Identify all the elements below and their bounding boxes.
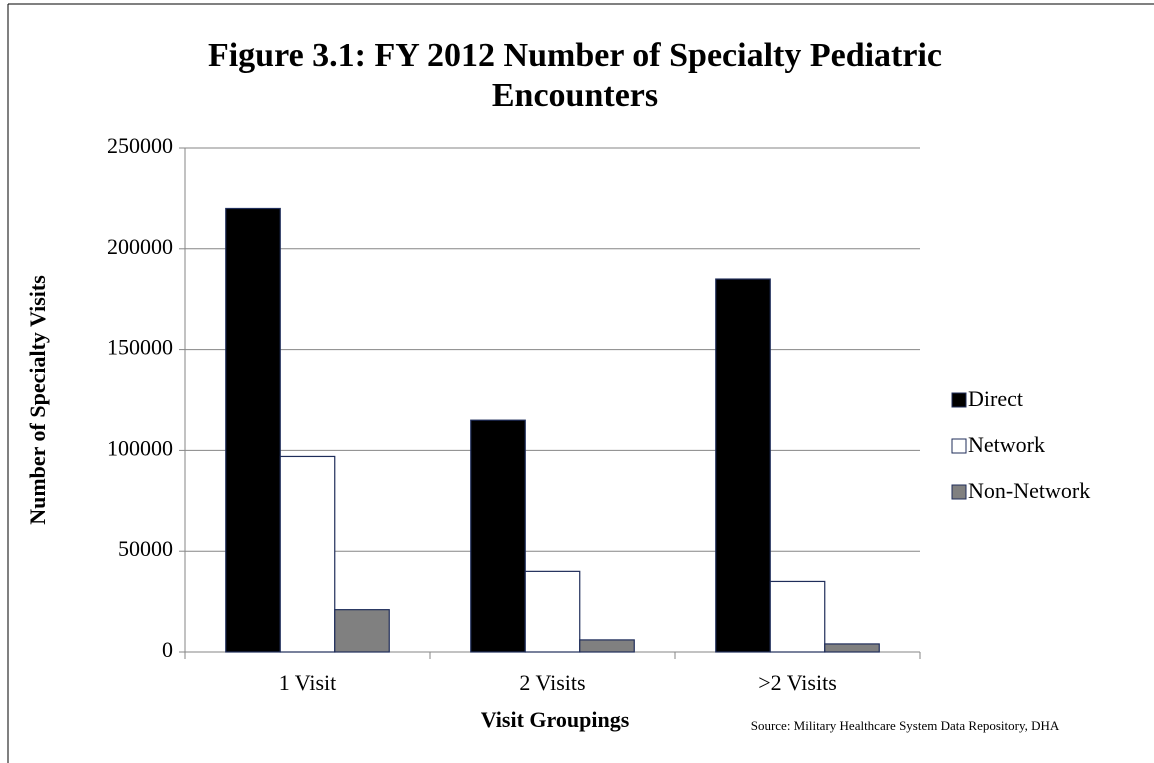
y-axis-label: Number of Specialty Visits — [25, 275, 50, 525]
y-tick-label: 200000 — [107, 234, 173, 259]
bar — [225, 207, 281, 653]
legend-label: Direct — [968, 386, 1023, 411]
legend-swatch — [951, 392, 967, 408]
y-tick-label: 250000 — [107, 133, 173, 158]
legend-swatch — [951, 484, 967, 500]
title-box: Figure 3.1: FY 2012 Number of Specialty … — [207, 37, 943, 114]
legend-swatch — [951, 438, 967, 454]
bar — [769, 580, 826, 653]
legend-label: Network — [968, 432, 1045, 457]
source-note: Source: Military Healthcare System Data … — [751, 718, 1060, 733]
legend-label: Non-Network — [968, 478, 1090, 503]
y-tick-label: 150000 — [107, 335, 173, 360]
bar — [824, 643, 880, 653]
y-tick-label: 0 — [162, 637, 173, 662]
x-axis-label: Visit Groupings — [481, 707, 630, 732]
y-tick-label: 50000 — [118, 536, 173, 561]
bar — [470, 419, 526, 653]
x-tick-label: 1 Visit — [279, 670, 337, 695]
bar — [279, 455, 336, 653]
bar — [334, 609, 390, 653]
x-tick-label: 2 Visits — [519, 670, 585, 695]
bar — [715, 278, 771, 653]
x-tick-label: >2 Visits — [758, 670, 837, 695]
bar — [579, 639, 635, 653]
bar — [524, 570, 581, 653]
y-tick-label: 100000 — [107, 435, 173, 460]
chart-title: Figure 3.1: FY 2012 Number of Specialty … — [207, 37, 943, 114]
